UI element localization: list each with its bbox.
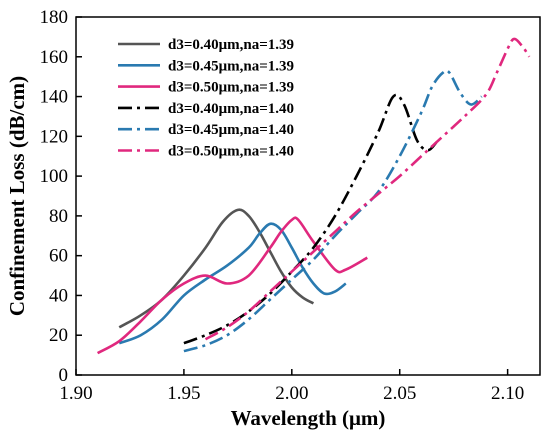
series-line-6	[204, 37, 531, 341]
y-tick-label: 20	[49, 325, 68, 346]
series-line-3	[96, 216, 368, 355]
y-tick-label: 160	[40, 47, 69, 68]
legend: d3=0.40μm,na=1.39 d3=0.45μm,na=1.39 d3=0.5…	[118, 37, 294, 160]
legend-label-5: d3=0.45μm,na=1.40	[168, 122, 294, 138]
y-tick-label: 40	[49, 285, 68, 306]
y-tick-label: 180	[40, 7, 69, 28]
plot-frame	[75, 16, 541, 376]
legend-label-1: d3=0.40μm,na=1.39	[168, 37, 294, 53]
legend-label-6: d3=0.50μm,na=1.40	[168, 144, 294, 160]
x-tick-label: 1.90	[59, 383, 92, 404]
x-tick-label: 2.10	[491, 383, 524, 404]
legend-label-4: d3=0.40μm,na=1.40	[168, 101, 294, 117]
x-axis-ticks: 1.90 1.95 2.00 2.05 2.10	[59, 369, 524, 404]
plot-area: 1.90 1.95 2.00 2.05 2.10 0 20 40 60 80 100 120 140 1…	[40, 7, 541, 404]
x-tick-label: 1.95	[167, 383, 200, 404]
y-tick-label: 0	[59, 365, 69, 386]
series-layer	[96, 37, 531, 355]
legend-label-3: d3=0.50μm,na=1.39	[168, 80, 294, 96]
y-tick-label: 120	[40, 126, 69, 147]
y-tick-label: 140	[40, 87, 69, 108]
y-tick-label: 60	[49, 246, 68, 267]
y-tick-label: 80	[49, 206, 68, 227]
y-tick-label: 100	[40, 166, 69, 187]
x-tick-label: 2.05	[383, 383, 416, 404]
x-axis-title: Wavelength (μm)	[231, 406, 386, 430]
series-line-2	[118, 222, 347, 345]
y-axis-title: Confinement Loss (dB/cm)	[5, 76, 29, 316]
legend-label-2: d3=0.45μm,na=1.39	[168, 58, 294, 74]
x-tick-label: 2.00	[275, 383, 308, 404]
y-axis-ticks: 0 20 40 60 80 100 120 140 160 180	[40, 7, 82, 386]
